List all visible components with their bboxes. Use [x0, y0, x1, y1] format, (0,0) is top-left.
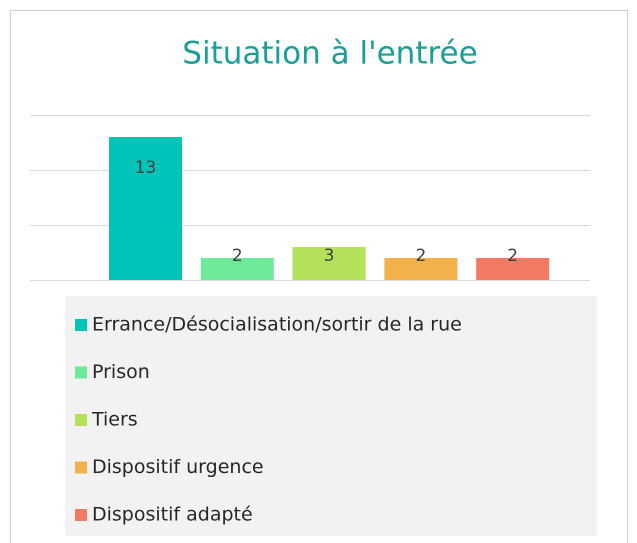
legend-label: Prison [92, 361, 150, 383]
bar [292, 247, 366, 280]
data-label: 2 [415, 246, 426, 266]
legend-swatch [75, 319, 87, 331]
legend-swatch [75, 366, 87, 379]
bar [384, 258, 458, 280]
data-label: 13 [135, 158, 157, 178]
legend-label: Dispositif adapté [92, 504, 253, 526]
legend-swatch [75, 414, 87, 426]
bar [109, 137, 182, 280]
chart-title: Situation à l'entrée [182, 36, 477, 72]
data-label: 2 [507, 246, 518, 266]
bar [476, 258, 550, 280]
legend-label: Tiers [91, 409, 138, 431]
data-label: 3 [324, 246, 335, 266]
bar [200, 258, 274, 280]
legend-box [65, 296, 597, 536]
legend-swatch [75, 461, 87, 474]
legend-label: Errance/Désocialisation/sortir de la rue [92, 314, 462, 336]
legend-swatch [75, 509, 87, 521]
data-label: 2 [232, 246, 243, 266]
legend-label: Dispositif urgence [92, 456, 264, 478]
